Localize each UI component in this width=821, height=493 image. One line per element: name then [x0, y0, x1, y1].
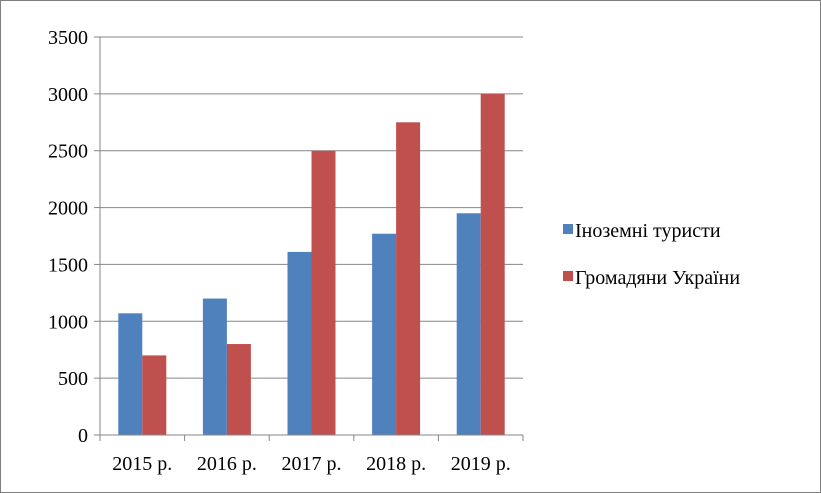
bar-foreign-tourists — [456, 213, 481, 435]
x-tick-labels: 2015 р. 2016 р. 2017 р. 2018 р. 2019 р. — [112, 453, 510, 475]
bar-foreign-tourists — [202, 298, 227, 435]
x-tick-label: 2019 р. — [451, 453, 511, 475]
y-tick-label: 1000 — [48, 311, 88, 333]
y-tick-label: 3500 — [48, 27, 88, 49]
legend: Іноземні туристи Громадяни України — [563, 220, 740, 289]
y-tick-label: 2000 — [48, 198, 88, 220]
x-tick-label: 2016 р. — [197, 453, 257, 475]
y-tick-label: 1500 — [48, 254, 88, 276]
bar-ukrainian-citizens — [226, 344, 251, 435]
legend-swatch — [563, 224, 573, 234]
x-tick-label: 2017 р. — [282, 453, 342, 475]
legend-swatch — [563, 271, 573, 281]
legend-label: Іноземні туристи — [575, 220, 721, 242]
bar-ukrainian-citizens — [480, 93, 505, 435]
y-tick-label: 2500 — [48, 141, 88, 163]
y-tick-label: 3000 — [48, 84, 88, 106]
bar-ukrainian-citizens — [142, 355, 167, 435]
legend-label: Громадяни України — [575, 267, 740, 289]
axes — [94, 36, 524, 441]
y-tick-labels: 0 500 1000 1500 2000 2500 3000 3500 — [48, 27, 88, 447]
bar-ukrainian-citizens — [396, 122, 421, 436]
bar-foreign-tourists — [287, 251, 312, 435]
x-tick-label: 2015 р. — [112, 453, 172, 475]
x-tick-label: 2018 р. — [366, 453, 426, 475]
y-tick-label: 500 — [58, 368, 88, 390]
bar-foreign-tourists — [118, 313, 143, 435]
y-tick-label: 0 — [78, 425, 88, 447]
bars — [118, 93, 505, 436]
bar-ukrainian-citizens — [311, 150, 336, 435]
bar-foreign-tourists — [372, 233, 397, 435]
